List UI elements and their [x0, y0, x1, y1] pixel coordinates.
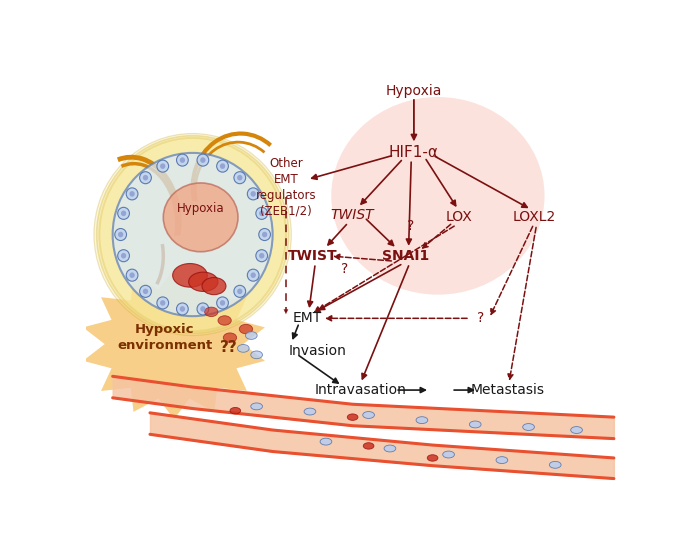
Ellipse shape — [224, 333, 237, 343]
Ellipse shape — [143, 288, 148, 294]
Ellipse shape — [247, 188, 259, 200]
Text: EMT: EMT — [292, 311, 322, 325]
Ellipse shape — [220, 163, 225, 169]
Text: TWIST: TWIST — [288, 249, 337, 263]
Ellipse shape — [99, 138, 286, 331]
Ellipse shape — [189, 272, 218, 291]
Ellipse shape — [246, 331, 257, 339]
Ellipse shape — [347, 414, 358, 420]
Ellipse shape — [118, 232, 123, 237]
Ellipse shape — [160, 163, 165, 169]
Ellipse shape — [259, 229, 270, 240]
Ellipse shape — [259, 210, 264, 216]
Ellipse shape — [523, 424, 535, 430]
Ellipse shape — [442, 451, 455, 458]
Ellipse shape — [363, 442, 374, 449]
Ellipse shape — [427, 455, 438, 461]
Ellipse shape — [217, 297, 228, 309]
Text: Invasion: Invasion — [289, 344, 347, 358]
Text: Hypoxia: Hypoxia — [386, 84, 442, 98]
Ellipse shape — [549, 461, 561, 468]
Ellipse shape — [157, 297, 169, 309]
Ellipse shape — [113, 153, 272, 316]
Ellipse shape — [250, 191, 256, 196]
Ellipse shape — [177, 154, 189, 166]
Ellipse shape — [197, 303, 208, 315]
Ellipse shape — [247, 269, 259, 281]
Ellipse shape — [118, 249, 129, 262]
Ellipse shape — [96, 136, 289, 333]
Ellipse shape — [384, 445, 396, 452]
Ellipse shape — [239, 324, 252, 334]
Ellipse shape — [259, 253, 264, 258]
Text: TWIST: TWIST — [331, 208, 374, 222]
Text: ?: ? — [341, 262, 348, 276]
Text: Other
EMT
regulators
(ZEB1/2): Other EMT regulators (ZEB1/2) — [256, 157, 316, 218]
Ellipse shape — [126, 188, 138, 200]
Ellipse shape — [200, 306, 206, 312]
Polygon shape — [83, 269, 265, 419]
Ellipse shape — [250, 272, 256, 278]
Text: HIF1-α: HIF1-α — [389, 146, 439, 160]
Text: Metastasis: Metastasis — [470, 383, 544, 397]
Ellipse shape — [160, 300, 165, 306]
Ellipse shape — [157, 160, 169, 172]
Ellipse shape — [202, 277, 226, 295]
Ellipse shape — [363, 412, 374, 418]
Ellipse shape — [163, 183, 238, 252]
Ellipse shape — [256, 249, 268, 262]
Text: Hypoxia: Hypoxia — [177, 202, 224, 215]
Ellipse shape — [197, 154, 208, 166]
Ellipse shape — [129, 272, 135, 278]
Ellipse shape — [304, 408, 316, 415]
Ellipse shape — [250, 351, 263, 359]
Ellipse shape — [496, 456, 508, 464]
Ellipse shape — [200, 157, 206, 163]
Text: ?: ? — [407, 219, 413, 233]
Ellipse shape — [140, 285, 151, 297]
Ellipse shape — [118, 208, 129, 219]
Ellipse shape — [320, 438, 332, 445]
Ellipse shape — [250, 403, 263, 410]
Ellipse shape — [143, 175, 148, 180]
Ellipse shape — [121, 210, 126, 216]
Ellipse shape — [94, 133, 291, 335]
Ellipse shape — [180, 306, 185, 312]
Ellipse shape — [332, 97, 545, 295]
Ellipse shape — [115, 229, 127, 240]
Text: ??: ?? — [220, 340, 238, 354]
Ellipse shape — [218, 316, 231, 325]
Text: Intravasation: Intravasation — [314, 383, 407, 397]
Ellipse shape — [469, 421, 481, 428]
Ellipse shape — [237, 288, 242, 294]
Text: Hypoxic
environment: Hypoxic environment — [117, 323, 213, 352]
Ellipse shape — [140, 172, 151, 184]
Ellipse shape — [220, 300, 225, 306]
Ellipse shape — [237, 344, 249, 352]
Ellipse shape — [237, 175, 242, 180]
Ellipse shape — [217, 160, 228, 172]
Text: ?: ? — [477, 311, 484, 325]
Ellipse shape — [256, 208, 268, 219]
Ellipse shape — [180, 157, 185, 163]
Ellipse shape — [230, 407, 241, 414]
Ellipse shape — [262, 232, 267, 237]
Ellipse shape — [129, 191, 135, 196]
Text: LOX: LOX — [446, 210, 473, 224]
Text: LOXL2: LOXL2 — [513, 210, 555, 224]
Ellipse shape — [570, 426, 583, 434]
Ellipse shape — [177, 303, 189, 315]
Ellipse shape — [204, 307, 218, 316]
Ellipse shape — [416, 417, 428, 424]
Ellipse shape — [121, 253, 126, 258]
Ellipse shape — [126, 269, 138, 281]
Ellipse shape — [234, 285, 246, 297]
Ellipse shape — [234, 172, 246, 184]
Text: SNAI1: SNAI1 — [383, 249, 429, 263]
Ellipse shape — [173, 263, 207, 287]
